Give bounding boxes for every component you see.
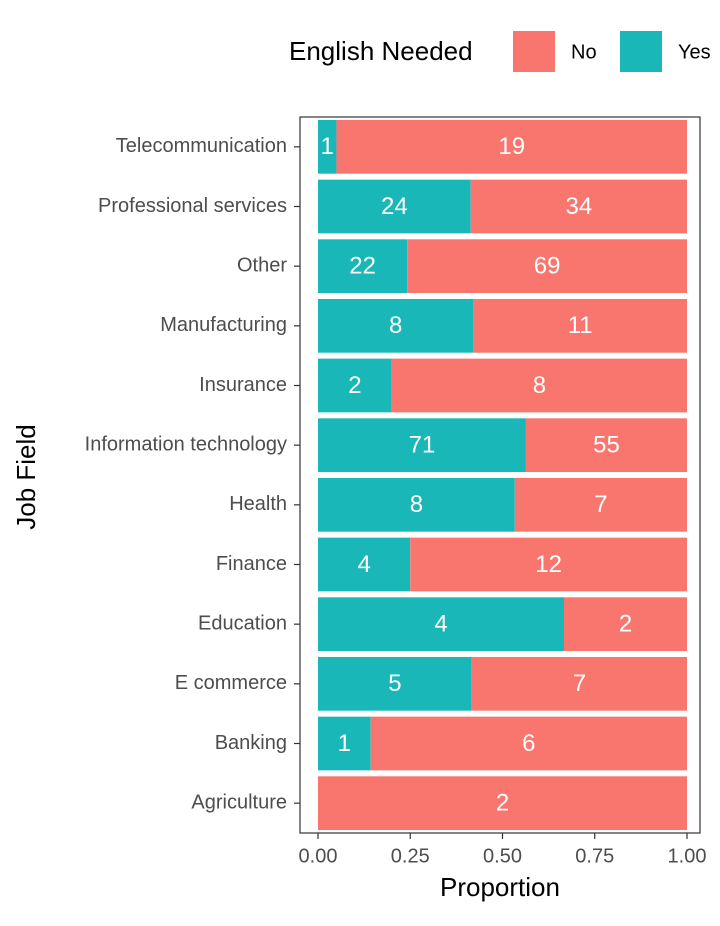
- value-label: 22: [349, 253, 376, 280]
- bar-segment: [318, 537, 411, 592]
- value-label: 2: [496, 790, 509, 817]
- value-label: 4: [434, 611, 447, 638]
- value-label: 55: [593, 432, 620, 459]
- plot-border: [299, 116, 701, 834]
- x-tick-label: 1.00: [668, 845, 707, 867]
- bar-segment: [564, 597, 687, 652]
- legend-key: [620, 31, 662, 72]
- bar-segment: [318, 597, 564, 652]
- x-axis-title: Proportion: [440, 872, 560, 902]
- bar-segment: [514, 477, 687, 532]
- value-label: 69: [534, 253, 561, 280]
- y-tick-label: Other: [237, 254, 287, 276]
- y-tick-label: Professional services: [98, 195, 287, 217]
- value-label: 2: [619, 611, 632, 638]
- bar-segment: [318, 716, 371, 771]
- value-label: 5: [388, 670, 401, 697]
- y-tick-label: Banking: [215, 732, 287, 754]
- y-tick-label: E commerce: [175, 672, 287, 694]
- value-label: 7: [594, 491, 607, 518]
- bar-segment: [370, 716, 687, 771]
- value-label: 8: [389, 312, 402, 339]
- bar-segment: [391, 358, 687, 413]
- y-axis-title: Job Field: [11, 424, 41, 530]
- bar-segment: [318, 776, 687, 831]
- bar-segment: [336, 119, 687, 174]
- legend-label: Yes: [678, 41, 711, 63]
- bar-segment: [318, 119, 337, 174]
- x-tick-label: 0.00: [299, 845, 338, 867]
- bar-segment: [318, 358, 392, 413]
- legend-label: No: [571, 41, 597, 63]
- bar-segment: [525, 418, 687, 473]
- bar-segment: [470, 179, 687, 234]
- y-tick-label: Manufacturing: [160, 314, 287, 336]
- x-tick-label: 0.50: [483, 845, 522, 867]
- value-label: 2: [348, 372, 361, 399]
- x-tick-label: 0.25: [391, 845, 430, 867]
- bar-segment: [318, 179, 471, 234]
- x-tick-label: 0.75: [575, 845, 614, 867]
- bar-segment: [318, 656, 472, 711]
- value-label: 11: [568, 312, 593, 339]
- y-tick-label: Agriculture: [191, 791, 287, 813]
- bar-segment: [410, 537, 687, 592]
- value-label: 1: [321, 133, 334, 160]
- value-label: 7: [573, 670, 586, 697]
- value-label: 12: [535, 551, 562, 578]
- y-tick-label: Telecommunication: [116, 135, 287, 157]
- value-label: 4: [357, 551, 370, 578]
- value-label: 19: [498, 133, 525, 160]
- bar-segment: [318, 239, 408, 294]
- y-tick-label: Health: [229, 493, 287, 515]
- bar-segment: [471, 656, 687, 711]
- bar-segment: [318, 298, 474, 353]
- y-tick-label: Insurance: [199, 374, 287, 396]
- value-label: 34: [565, 193, 592, 220]
- value-label: 71: [409, 432, 436, 459]
- bar-segment: [318, 477, 515, 532]
- value-label: 8: [410, 491, 423, 518]
- bar-segment: [407, 239, 687, 294]
- bar-segment: [318, 418, 526, 473]
- bar-segment: [473, 298, 687, 353]
- value-label: 6: [522, 730, 535, 757]
- value-label: 24: [381, 193, 408, 220]
- value-label: 1: [338, 730, 351, 757]
- y-tick-label: Education: [198, 612, 287, 634]
- legend-key: [513, 31, 555, 72]
- y-tick-label: Finance: [216, 553, 287, 575]
- value-label: 8: [533, 372, 546, 399]
- legend-title: English Needed: [289, 36, 473, 66]
- y-tick-label: Information technology: [85, 433, 287, 455]
